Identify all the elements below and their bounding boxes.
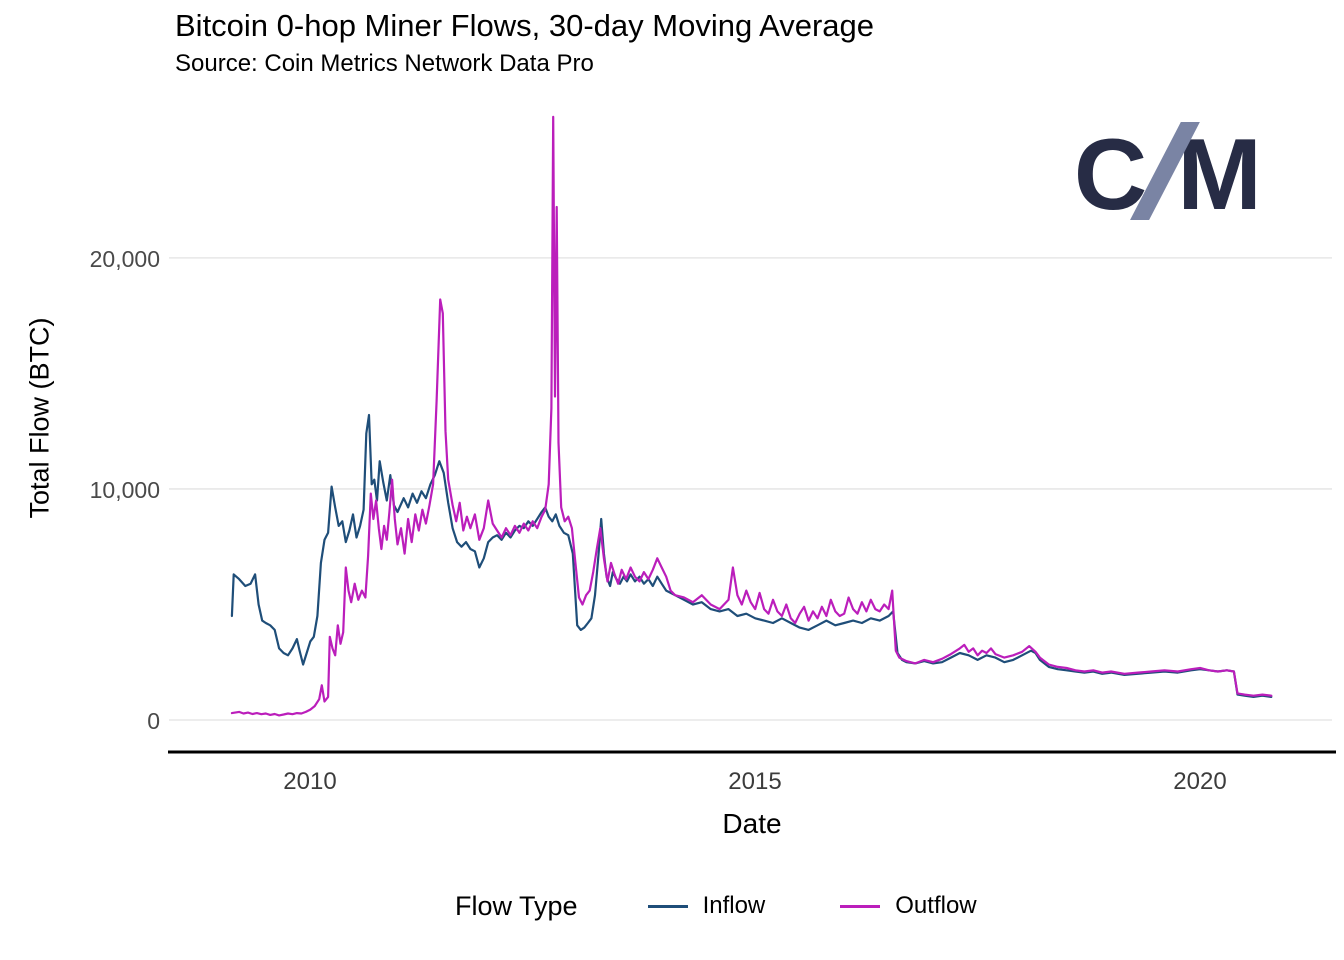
y-tick-label: 20,000: [89, 246, 160, 272]
x-tick-label: 2020: [1173, 768, 1227, 795]
outflow-line-swatch-icon: [840, 904, 881, 908]
legend: Flow Type Inflow Outflow: [455, 884, 977, 928]
chart-title: Bitcoin 0-hop Miner Flows, 30-day Moving…: [175, 8, 874, 43]
legend-item-outflow: Outflow: [840, 892, 977, 920]
chart-subtitle: Source: Coin Metrics Network Data Pro: [175, 50, 594, 77]
outflow-line: [230, 115, 1273, 717]
legend-label-inflow: Inflow: [702, 892, 766, 919]
inflow-line: [230, 413, 1273, 699]
coin-metrics-logo: C M: [1074, 117, 1262, 230]
y-tick-label: 10,000: [89, 477, 160, 503]
legend-title: Flow Type: [455, 890, 578, 921]
y-tick-label: 0: [147, 708, 160, 734]
x-tick-label: 2015: [728, 768, 782, 795]
legend-label-outflow: Outflow: [895, 892, 977, 919]
inflow-line-swatch-icon: [647, 904, 688, 908]
legend-item-inflow: Inflow: [647, 892, 766, 920]
logo-slash-icon: [1130, 122, 1200, 220]
x-axis-label: Date: [722, 808, 782, 839]
x-tick-label: 2010: [283, 768, 337, 795]
